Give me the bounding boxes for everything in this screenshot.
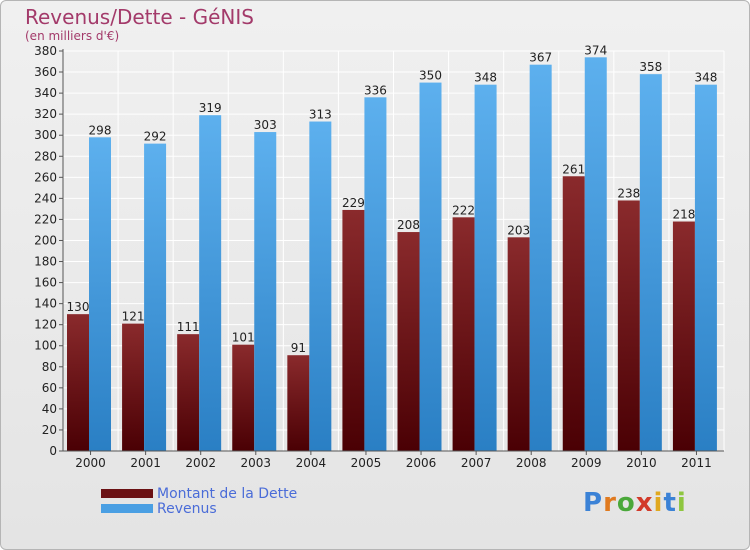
- x-tick-label: 2010: [626, 456, 657, 470]
- debt-bar-value-label: 261: [562, 162, 585, 176]
- debt-bar-value-label: 121: [122, 310, 145, 324]
- y-tick-label: 240: [34, 191, 57, 205]
- y-tick-label: 300: [34, 128, 57, 142]
- debt-bar-value-label: 218: [672, 208, 695, 222]
- y-tick-label: 200: [34, 233, 57, 247]
- debt-bar-value-label: 130: [67, 300, 90, 314]
- y-tick-label: 0: [49, 444, 57, 458]
- legend-label-debt: Montant de la Dette: [157, 486, 298, 502]
- debt-bar: [507, 237, 530, 451]
- debt-bar-value-label: 101: [232, 331, 255, 345]
- revenue-bar-value-label: 292: [144, 130, 167, 144]
- y-tick-label: 320: [34, 107, 57, 121]
- revenue-bar-value-label: 319: [199, 101, 222, 115]
- revenue-bar: [89, 137, 111, 451]
- bars: [67, 57, 717, 452]
- y-tick-label: 280: [34, 149, 57, 163]
- y-tick-label: 260: [34, 170, 57, 184]
- revenue-bar: [254, 132, 277, 452]
- debt-bar: [672, 221, 695, 451]
- revenue-bar-value-label: 313: [309, 108, 332, 122]
- debt-bar-value-label: 222: [452, 203, 475, 217]
- logo-letter: o: [616, 488, 636, 518]
- revenue-bar-value-label: 374: [584, 43, 607, 57]
- revenue-bar-value-label: 298: [89, 123, 112, 137]
- y-tick-label: 360: [34, 65, 57, 79]
- proxiti-logo: Proxiti: [583, 488, 687, 518]
- revenue-bar: [144, 143, 167, 451]
- revenue-bar: [309, 121, 332, 452]
- y-tick-label: 160: [34, 276, 57, 290]
- bar-chart: 130 298 121 292 111 319 101 303 91 313 229 336 208 35…: [34, 43, 725, 470]
- legend-swatch-revenue: [101, 504, 153, 513]
- logo-letter: r: [603, 488, 617, 518]
- revenue-bar: [584, 57, 607, 451]
- x-tick-label: 2003: [241, 456, 272, 470]
- debt-bar: [562, 176, 585, 451]
- debt-bar: [342, 209, 365, 451]
- x-tick-label: 2008: [516, 456, 547, 470]
- revenue-bar-value-label: 348: [474, 71, 497, 85]
- data-labels: 130 298 121 292 111 319 101 303 91 313 229 336 208 35…: [67, 43, 718, 355]
- x-tick-label: 2009: [571, 456, 602, 470]
- revenue-bar: [639, 74, 662, 451]
- debt-bar: [232, 344, 255, 451]
- axes: 0 20 40 60 80 100 120 140 160 180 200 220 240 260 280 3…: [34, 44, 724, 470]
- revenue-bar-value-label: 303: [254, 118, 277, 132]
- y-tick-label: 80: [42, 360, 57, 374]
- logo-letter: t: [663, 488, 677, 518]
- revenue-bar-value-label: 350: [419, 69, 442, 83]
- debt-bar: [177, 334, 200, 451]
- y-tick-label: 180: [34, 255, 57, 269]
- logo-letter: P: [583, 488, 604, 518]
- y-tick-label: 120: [34, 318, 57, 332]
- revenue-bar-value-label: 358: [639, 60, 662, 74]
- x-tick-label: 2006: [406, 456, 437, 470]
- x-tick-label: 2011: [681, 456, 712, 470]
- debt-bar-value-label: 91: [291, 341, 306, 355]
- x-tick-label: 2004: [296, 456, 327, 470]
- y-tick-label: 20: [42, 423, 57, 437]
- y-tick-label: 140: [34, 297, 57, 311]
- x-tick-label: 2001: [130, 456, 161, 470]
- x-tick-label: 2007: [461, 456, 492, 470]
- revenue-bar-value-label: 336: [364, 83, 387, 97]
- x-tick-label: 2005: [351, 456, 382, 470]
- revenue-bar-value-label: 348: [694, 71, 717, 85]
- y-tick-label: 100: [34, 339, 57, 353]
- debt-bar-value-label: 229: [342, 196, 365, 210]
- y-tick-label: 380: [34, 44, 57, 58]
- debt-bar: [452, 217, 475, 451]
- x-tick-label: 2002: [185, 456, 216, 470]
- debt-bar: [287, 355, 310, 451]
- chart-title: Revenus/Dette - GéNIS: [25, 5, 254, 29]
- logo-letter: x: [635, 488, 654, 518]
- revenue-bar: [419, 82, 442, 451]
- revenue-bar: [474, 84, 497, 452]
- logo-letter: i: [653, 488, 664, 518]
- y-tick-label: 60: [42, 381, 57, 395]
- logo-letter: i: [676, 488, 687, 518]
- debt-bar-value-label: 238: [617, 186, 640, 200]
- debt-bar-value-label: 208: [397, 218, 420, 232]
- y-tick-label: 220: [34, 212, 57, 226]
- revenue-bar-value-label: 367: [529, 51, 552, 65]
- legend-swatch-debt: [101, 489, 153, 498]
- revenue-bar: [694, 84, 717, 452]
- debt-bar-value-label: 203: [507, 223, 530, 237]
- y-tick-label: 40: [42, 402, 57, 416]
- debt-bar: [67, 314, 89, 451]
- chart-subtitle: (en milliers d'€): [25, 29, 120, 43]
- revenue-bar: [364, 97, 387, 451]
- debt-bar-value-label: 111: [177, 320, 200, 334]
- debt-bar: [397, 232, 420, 451]
- y-tick-label: 340: [34, 86, 57, 100]
- debt-bar: [122, 323, 145, 451]
- revenue-bar: [199, 115, 222, 452]
- legend-label-revenue: Revenus: [157, 501, 217, 517]
- revenue-bar: [529, 64, 552, 452]
- x-tick-label: 2000: [75, 456, 106, 470]
- debt-bar: [617, 200, 640, 451]
